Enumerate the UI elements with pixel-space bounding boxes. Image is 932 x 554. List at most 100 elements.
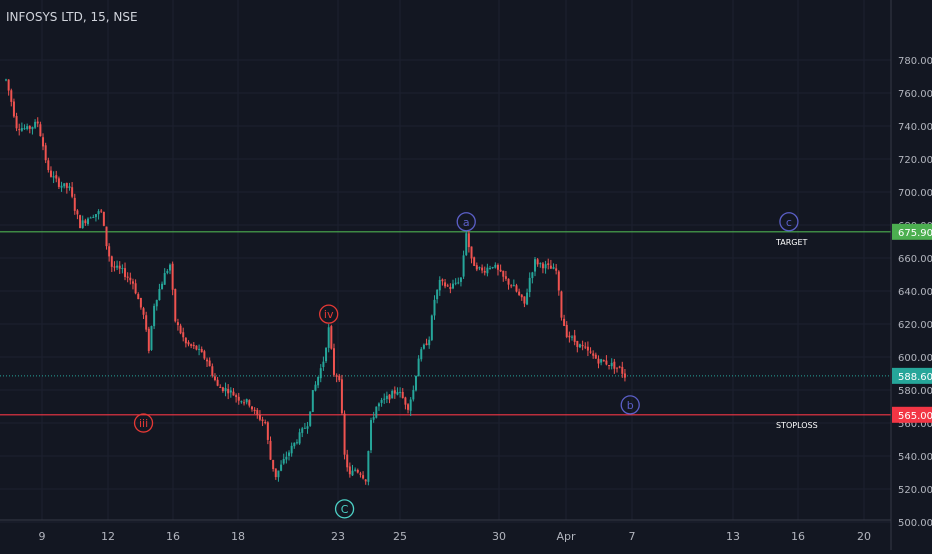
candle-body — [153, 305, 156, 327]
candle-body — [581, 345, 584, 347]
candle-body — [465, 233, 468, 256]
level-line-label: STOPLOSS — [776, 421, 818, 430]
candle-body — [496, 264, 499, 270]
candle-body — [407, 404, 410, 410]
candle-body — [168, 264, 171, 271]
candle-body — [613, 361, 616, 369]
candle-body — [166, 271, 169, 273]
candle-body — [113, 266, 116, 268]
candle-body — [414, 376, 417, 391]
candle-body — [325, 347, 328, 362]
candle-body — [200, 349, 203, 353]
candle-body — [280, 464, 283, 471]
candle-body — [116, 265, 119, 268]
candle-body — [282, 459, 285, 464]
candle-body — [203, 351, 206, 359]
candle-body — [208, 360, 211, 367]
candle-body — [240, 401, 243, 403]
candle-body — [446, 285, 449, 287]
price-tick-label: 640.00 — [898, 287, 932, 298]
candle-body — [73, 197, 76, 211]
candles — [5, 78, 626, 486]
candle-body — [438, 279, 441, 291]
level-line-label: TARGET — [775, 238, 808, 247]
candle-body — [568, 335, 571, 338]
candle-body — [110, 256, 113, 267]
candle-body — [555, 268, 558, 271]
candle-body — [510, 285, 513, 287]
price-tick-label: 560.00 — [898, 419, 932, 430]
candle-body — [63, 183, 66, 187]
candle-body — [552, 267, 555, 269]
candle-body — [76, 210, 79, 215]
candle-body — [494, 264, 497, 268]
candle-body — [221, 387, 224, 392]
time-tick-label: 13 — [726, 530, 740, 543]
candle-body — [311, 390, 314, 412]
candle-body — [126, 276, 129, 278]
candle-body — [560, 291, 563, 318]
price-axis[interactable]: 500.00 520.00 540.00 560.00 580.00 600.00 620.… — [898, 56, 932, 529]
candle-body — [377, 403, 380, 407]
wave-label-circle — [620, 395, 640, 415]
candle-body — [227, 388, 230, 394]
candle-body — [31, 127, 34, 130]
candle-body — [428, 339, 431, 346]
candle-body — [10, 90, 13, 102]
candle-body — [481, 267, 484, 271]
candle-body — [7, 79, 10, 91]
candle-body — [301, 428, 304, 433]
candle-body — [36, 121, 39, 124]
price-badges: 675.90 565.00 588.60 — [892, 223, 932, 423]
wave-label: b — [627, 399, 634, 412]
candle-body — [261, 419, 264, 422]
candle-body — [161, 283, 164, 290]
candle-body — [49, 170, 52, 177]
candle-body — [396, 391, 399, 395]
candle-body — [507, 278, 510, 285]
candle-body — [235, 395, 238, 398]
candle-body — [536, 259, 539, 265]
candle-body — [354, 469, 357, 471]
candle-body — [317, 377, 320, 386]
candle-body — [44, 145, 47, 161]
candle-body — [272, 459, 275, 470]
time-tick-label: 16 — [166, 530, 180, 543]
candle-body — [385, 395, 388, 399]
candle-body — [356, 469, 359, 473]
candle-body — [147, 328, 150, 351]
candle-body — [539, 263, 542, 265]
wave-label-circle — [319, 304, 339, 324]
candle-body — [182, 332, 185, 338]
candle-body — [15, 116, 18, 129]
time-axis[interactable]: 9 12 16 18 23 25 30 Apr 7 13 16 20 — [39, 530, 872, 543]
candle-body — [359, 473, 362, 475]
candle-body — [5, 79, 7, 81]
candle-body — [145, 315, 148, 330]
candle-body — [597, 358, 600, 364]
candle-body — [314, 384, 317, 391]
candle-body — [219, 386, 222, 388]
candle-body — [65, 183, 68, 188]
candle-body — [391, 390, 394, 399]
candle-body — [502, 270, 505, 277]
candle-body — [592, 353, 595, 356]
candle-body — [102, 211, 105, 226]
candle-body — [338, 375, 341, 381]
candle-body — [393, 390, 396, 394]
candle-body — [528, 277, 531, 293]
candle-body — [523, 296, 526, 304]
candle-body — [623, 373, 626, 378]
candle-body — [155, 299, 158, 307]
candle-body — [459, 277, 462, 282]
candle-body — [578, 344, 581, 348]
candle-body — [388, 394, 391, 400]
candle-body — [327, 327, 330, 348]
time-tick-label: 25 — [393, 530, 407, 543]
price-tick-label: 780.00 — [898, 56, 932, 67]
candle-body — [515, 285, 518, 292]
candle-body — [274, 468, 277, 478]
candle-body — [131, 281, 134, 284]
